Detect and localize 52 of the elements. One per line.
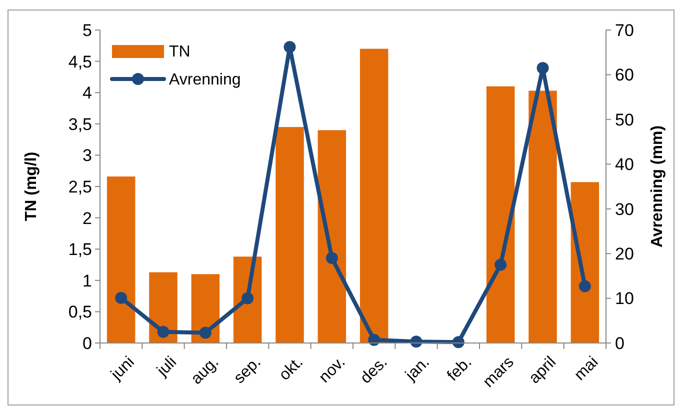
point	[452, 336, 464, 348]
bar	[528, 90, 557, 343]
y-tick-label: 2	[82, 208, 92, 228]
bar	[318, 130, 346, 343]
bar	[570, 182, 600, 343]
x-tick-label: jan.	[402, 354, 433, 385]
y-tick-label: 0	[82, 334, 92, 353]
bar	[106, 176, 136, 343]
point	[157, 326, 170, 338]
x-tick-label: mai	[571, 354, 602, 384]
y-tick-label: 0,5	[68, 302, 92, 322]
y2-tick-label: 20	[615, 244, 634, 264]
y2-tick-label: 10	[615, 289, 634, 308]
y2-tick-label: 50	[615, 110, 634, 130]
y-tick-label: 1,5	[68, 240, 92, 260]
y2-tick-label: 30	[615, 200, 634, 219]
y2-tick-label: 40	[615, 155, 634, 174]
point	[199, 326, 212, 339]
point	[242, 292, 254, 304]
point	[284, 40, 296, 53]
bar	[191, 274, 220, 343]
point	[115, 292, 128, 304]
point	[578, 280, 591, 292]
y-tick-label: 3	[82, 146, 92, 166]
x-tick-label: nov.	[316, 354, 349, 386]
y-tick-label: 5	[82, 20, 92, 40]
y2-tick-label: 60	[615, 66, 634, 85]
bar	[149, 272, 178, 343]
legend-label: TN	[169, 44, 190, 61]
y2-axis-title: Avrenning (mm)	[649, 125, 666, 248]
point	[494, 258, 507, 271]
point	[326, 252, 338, 264]
y-tick-label: 1	[82, 271, 92, 290]
y-tick-label: 3,5	[68, 114, 92, 134]
x-tick-label: des.	[357, 354, 391, 388]
point	[368, 334, 380, 346]
y2-tick-label: 70	[615, 20, 634, 40]
x-tick-label: juli	[153, 354, 180, 380]
bar	[486, 86, 515, 343]
y-tick-label: 2,5	[68, 177, 92, 196]
x-tick-label: aug.	[188, 354, 222, 388]
x-tick-label: feb.	[444, 354, 476, 385]
legend-label: Avrenning	[169, 72, 241, 89]
x-tick-label: sep.	[230, 354, 264, 388]
y2-tick-label: 0	[615, 334, 624, 353]
bar	[276, 127, 304, 343]
point	[536, 62, 549, 74]
y-axis-title: TN (mg/l)	[23, 152, 40, 222]
y-tick-label: 4,5	[68, 52, 92, 72]
bar	[360, 48, 388, 343]
y-tick-label: 4	[82, 84, 92, 103]
x-tick-label: okt.	[276, 354, 306, 384]
